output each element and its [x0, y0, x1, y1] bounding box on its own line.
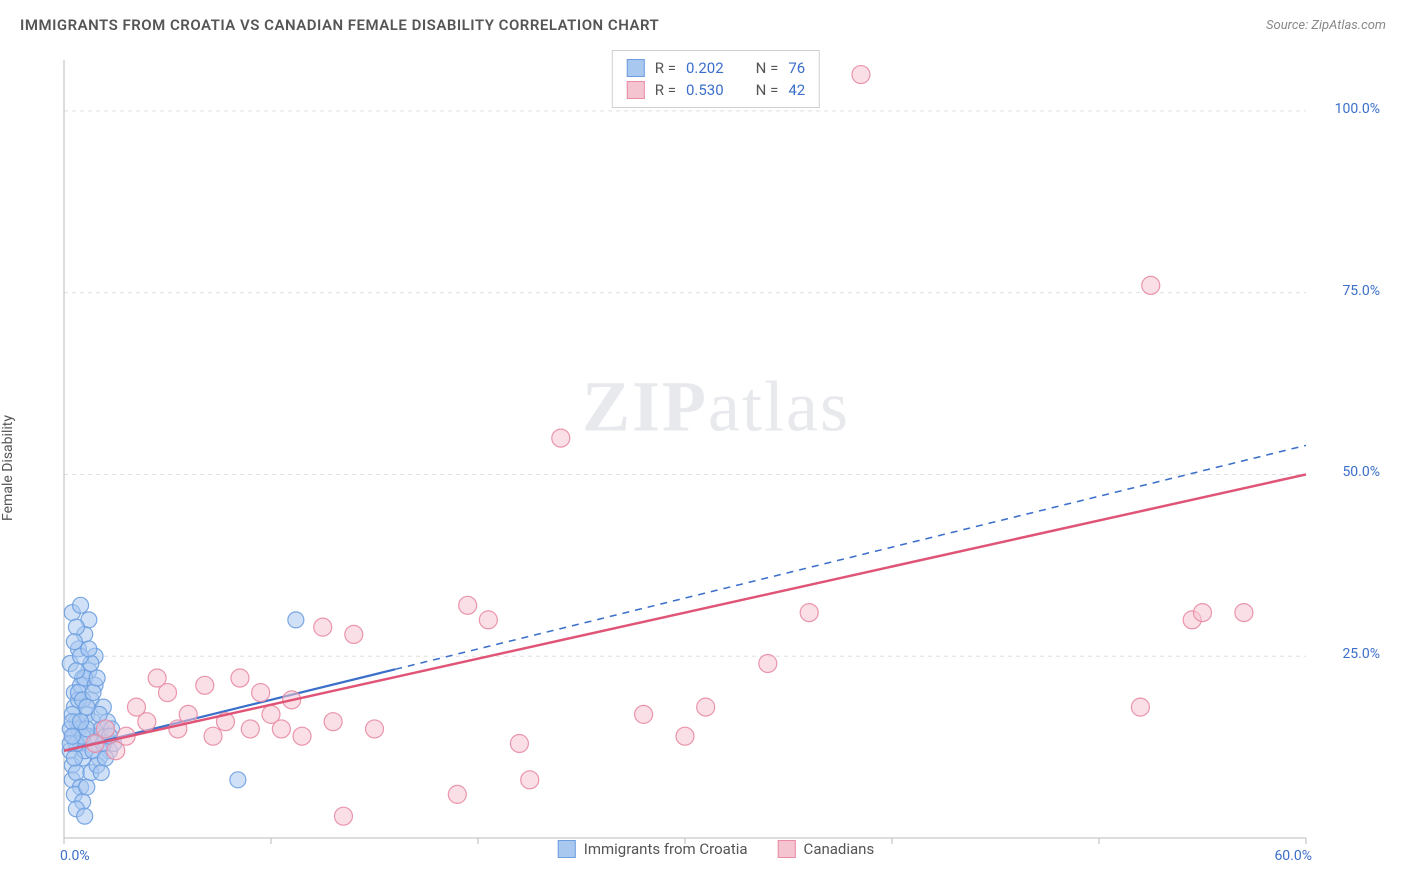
data-point: [64, 728, 80, 744]
data-point: [73, 597, 89, 613]
axis-tick-label: 60.0%: [1274, 848, 1312, 864]
axis-tick-label: 75.0%: [1342, 283, 1380, 299]
data-point: [79, 699, 95, 715]
series-legend: Immigrants from Croatia Canadians: [558, 840, 874, 858]
data-point: [85, 685, 101, 701]
data-point: [510, 734, 528, 752]
data-point: [676, 727, 694, 745]
data-point: [852, 66, 870, 84]
legend-label: Canadians: [804, 840, 875, 858]
data-point: [366, 720, 384, 738]
axis-tick-label: 25.0%: [1342, 646, 1380, 662]
data-point: [96, 720, 114, 738]
data-point: [241, 720, 259, 738]
data-point: [204, 727, 222, 745]
r-label: R =: [655, 81, 676, 99]
scatter-plot: [46, 50, 1386, 862]
data-point: [196, 676, 214, 694]
r-value: 0.202: [686, 59, 724, 77]
legend-item: Immigrants from Croatia: [558, 840, 748, 858]
legend-swatch: [627, 59, 645, 77]
data-point: [159, 684, 177, 702]
data-point: [81, 641, 97, 657]
regression-line: [64, 474, 1306, 750]
data-point: [68, 765, 84, 781]
data-point: [252, 684, 270, 702]
chart-title: IMMIGRANTS FROM CROATIA VS CANADIAN FEMA…: [20, 16, 659, 34]
data-point: [1194, 604, 1212, 622]
header: IMMIGRANTS FROM CROATIA VS CANADIAN FEMA…: [20, 16, 1386, 34]
data-point: [800, 604, 818, 622]
data-point: [334, 807, 352, 825]
source-attribution: Source: ZipAtlas.com: [1266, 18, 1386, 33]
stats-legend-row: R = 0.202 N = 76: [627, 57, 805, 79]
data-point: [459, 596, 477, 614]
data-point: [231, 669, 249, 687]
data-point: [697, 698, 715, 716]
data-point: [345, 625, 363, 643]
data-point: [635, 705, 653, 723]
data-point: [77, 808, 93, 824]
data-point: [479, 611, 497, 629]
data-point: [293, 727, 311, 745]
data-point: [552, 429, 570, 447]
data-point: [288, 612, 304, 628]
axis-tick-label: 100.0%: [1335, 101, 1380, 117]
data-point: [521, 771, 539, 789]
data-point: [1131, 698, 1149, 716]
n-value: 76: [788, 59, 805, 77]
y-axis-label: Female Disability: [0, 415, 16, 521]
data-point: [138, 713, 156, 731]
r-label: R =: [655, 59, 676, 77]
axis-tick-label: 0.0%: [60, 848, 90, 864]
data-point: [66, 634, 82, 650]
legend-item: Canadians: [778, 840, 875, 858]
n-label: N =: [756, 81, 779, 99]
n-value: 42: [788, 81, 805, 99]
data-point: [1235, 604, 1253, 622]
axis-tick-label: 50.0%: [1342, 464, 1380, 480]
legend-swatch: [778, 840, 796, 858]
data-point: [314, 618, 332, 636]
data-point: [79, 779, 95, 795]
data-point: [448, 785, 466, 803]
data-point: [66, 750, 82, 766]
data-point: [1142, 276, 1160, 294]
data-point: [73, 714, 89, 730]
data-point: [89, 670, 105, 686]
regression-line-dashed: [395, 445, 1306, 669]
data-point: [324, 713, 342, 731]
data-point: [759, 654, 777, 672]
legend-swatch: [627, 81, 645, 99]
r-value: 0.530: [686, 81, 724, 99]
stats-legend-box: R = 0.202 N = 76 R = 0.530 N = 42: [612, 50, 820, 108]
legend-label: Immigrants from Croatia: [584, 840, 748, 858]
n-label: N =: [756, 59, 779, 77]
data-point: [68, 663, 84, 679]
data-point: [93, 765, 109, 781]
stats-legend-row: R = 0.530 N = 42: [627, 79, 805, 101]
legend-swatch: [558, 840, 576, 858]
chart-container: ZIPatlas R =0.202N =76R =0.530N =42 Immi…: [46, 50, 1386, 862]
data-point: [230, 772, 246, 788]
data-point: [68, 619, 84, 635]
data-point: [272, 720, 290, 738]
